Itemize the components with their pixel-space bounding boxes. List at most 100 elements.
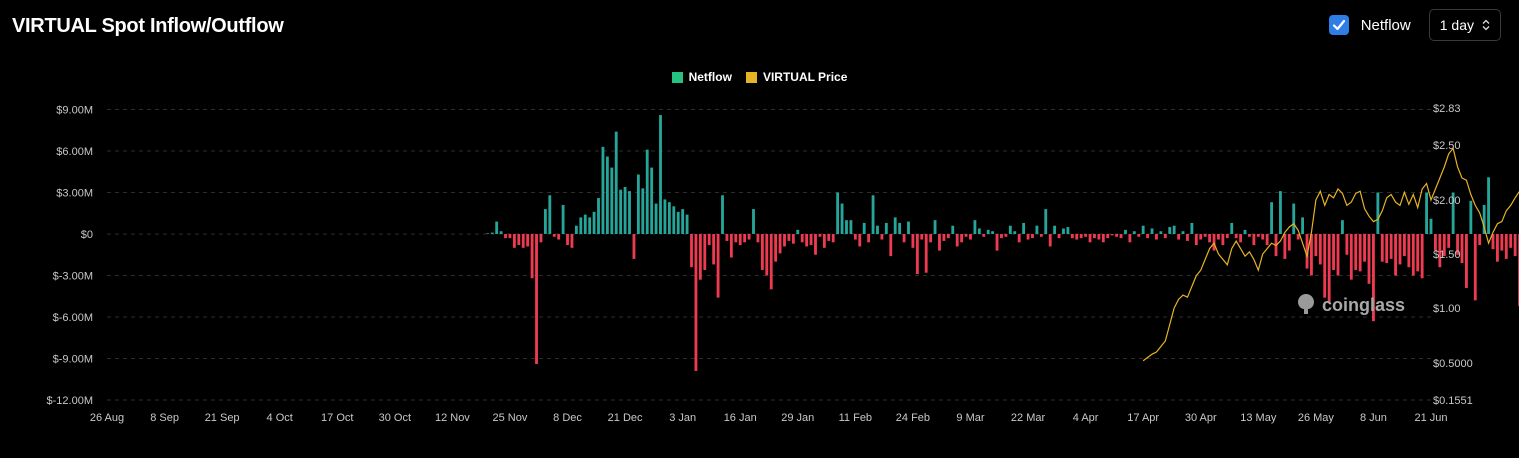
netflow-bar[interactable]	[729, 234, 733, 258]
netflow-bar[interactable]	[1354, 234, 1358, 270]
netflow-bar[interactable]	[579, 217, 583, 234]
netflow-bar[interactable]	[791, 234, 795, 244]
netflow-bar[interactable]	[1434, 234, 1437, 251]
netflow-bar[interactable]	[521, 234, 525, 248]
netflow-bar[interactable]	[1456, 234, 1459, 255]
netflow-bar[interactable]	[605, 156, 609, 234]
netflow-bar[interactable]	[756, 234, 760, 243]
netflow-bar[interactable]	[1248, 234, 1251, 237]
netflow-bar[interactable]	[1017, 234, 1021, 243]
netflow-bar[interactable]	[1225, 234, 1229, 239]
netflow-bar[interactable]	[1000, 234, 1003, 239]
netflow-bar[interactable]	[1163, 234, 1167, 239]
netflow-bar[interactable]	[1168, 227, 1172, 234]
netflow-bar[interactable]	[561, 204, 565, 234]
netflow-bar[interactable]	[645, 149, 649, 234]
netflow-bar[interactable]	[725, 234, 729, 241]
netflow-bar[interactable]	[1504, 234, 1508, 259]
netflow-bar[interactable]	[614, 131, 618, 234]
netflow-bar[interactable]	[1438, 234, 1442, 268]
netflow-bar[interactable]	[721, 195, 724, 234]
netflow-bar[interactable]	[1496, 234, 1499, 262]
netflow-bar[interactable]	[543, 209, 547, 234]
netflow-bar[interactable]	[610, 167, 614, 234]
netflow-bar[interactable]	[836, 192, 840, 235]
netflow-bar[interactable]	[526, 234, 530, 247]
netflow-bar[interactable]	[667, 202, 671, 234]
netflow-bar[interactable]	[1345, 234, 1349, 255]
netflow-bar[interactable]	[778, 234, 782, 254]
netflow-bar[interactable]	[1460, 234, 1464, 264]
netflow-bar[interactable]	[765, 234, 769, 276]
netflow-bar[interactable]	[1230, 222, 1234, 234]
netflow-bar[interactable]	[690, 234, 693, 268]
netflow-bar[interactable]	[911, 234, 915, 248]
netflow-bar[interactable]	[1513, 234, 1517, 257]
netflow-bar[interactable]	[845, 220, 848, 234]
netflow-bar[interactable]	[734, 234, 738, 243]
netflow-bar[interactable]	[1234, 234, 1238, 239]
netflow-bar[interactable]	[1482, 204, 1486, 234]
netflow-bar[interactable]	[969, 234, 972, 240]
netflow-bar[interactable]	[1287, 234, 1291, 251]
netflow-bar[interactable]	[552, 234, 556, 237]
netflow-bar[interactable]	[1088, 234, 1092, 243]
netflow-bar[interactable]	[1389, 234, 1393, 259]
netflow-bar[interactable]	[707, 234, 711, 246]
netflow-bar[interactable]	[1137, 234, 1141, 237]
netflow-bar[interactable]	[566, 234, 569, 246]
netflow-bar[interactable]	[1296, 234, 1300, 240]
netflow-bar[interactable]	[955, 234, 959, 247]
netflow-bar[interactable]	[796, 229, 800, 234]
netflow-bar[interactable]	[743, 234, 747, 243]
netflow-bar[interactable]	[539, 234, 543, 243]
netflow-bar[interactable]	[583, 214, 587, 234]
netflow-bar[interactable]	[681, 209, 685, 234]
netflow-bar[interactable]	[1261, 234, 1265, 240]
netflow-bar[interactable]	[486, 233, 490, 234]
netflow-bar[interactable]	[1221, 234, 1225, 246]
netflow-bar[interactable]	[1487, 177, 1490, 234]
netflow-bar[interactable]	[862, 222, 866, 234]
netflow-bar[interactable]	[1447, 234, 1451, 248]
netflow-bar[interactable]	[1407, 234, 1411, 268]
netflow-bar[interactable]	[805, 234, 809, 247]
netflow-bar[interactable]	[508, 234, 512, 239]
netflow-bar[interactable]	[659, 115, 662, 234]
netflow-bar[interactable]	[1314, 234, 1318, 257]
netflow-bar[interactable]	[1217, 234, 1220, 240]
netflow-bar[interactable]	[619, 189, 623, 234]
netflow-bar[interactable]	[822, 234, 826, 248]
netflow-bar[interactable]	[570, 234, 574, 248]
netflow-bar[interactable]	[495, 221, 499, 234]
netflow-bar[interactable]	[1243, 229, 1247, 234]
netflow-bar[interactable]	[849, 220, 853, 234]
netflow-bar[interactable]	[1141, 225, 1145, 234]
netflow-bar[interactable]	[1039, 234, 1043, 237]
netflow-bar[interactable]	[898, 222, 902, 234]
netflow-bar[interactable]	[1208, 234, 1212, 243]
netflow-bar[interactable]	[1194, 234, 1198, 246]
netflow-bar[interactable]	[1048, 234, 1052, 247]
netflow-bar[interactable]	[982, 234, 986, 237]
netflow-bar[interactable]	[818, 234, 822, 237]
netflow-bar[interactable]	[663, 199, 667, 234]
netflow-bar[interactable]	[951, 225, 955, 234]
netflow-bar[interactable]	[973, 220, 977, 234]
netflow-bar[interactable]	[632, 234, 636, 259]
netflow-bar[interactable]	[1159, 231, 1163, 234]
netflow-bar[interactable]	[1310, 234, 1313, 276]
netflow-bar[interactable]	[1101, 234, 1105, 243]
netflow-bar[interactable]	[867, 234, 871, 243]
netflow-bar[interactable]	[1305, 234, 1309, 269]
netflow-bar[interactable]	[977, 228, 981, 234]
netflow-bar[interactable]	[840, 203, 844, 234]
netflow-bar[interactable]	[1128, 234, 1132, 243]
netflow-bar[interactable]	[601, 146, 605, 234]
netflow-bar[interactable]	[1283, 234, 1287, 259]
netflow-bar[interactable]	[712, 234, 716, 265]
netflow-bar[interactable]	[517, 234, 521, 246]
netflow-bar[interactable]	[1363, 234, 1366, 262]
netflow-bar[interactable]	[1079, 234, 1083, 239]
netflow-bar[interactable]	[1465, 234, 1468, 288]
